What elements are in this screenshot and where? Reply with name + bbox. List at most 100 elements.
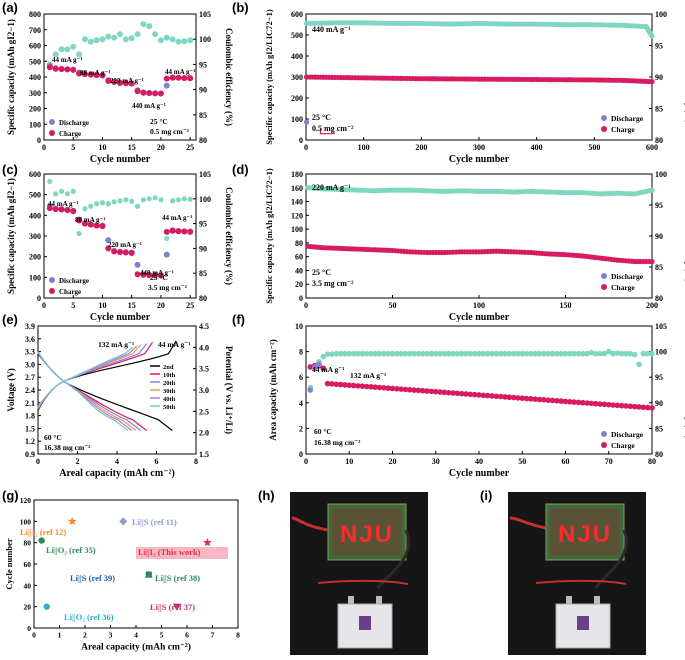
ce-point (398, 350, 404, 357)
charge-point (571, 399, 577, 405)
curve-discharge-30th (37, 352, 137, 432)
annotation-loading: 16.38 mg cm⁻² (44, 443, 91, 452)
legend-discharge: Discharge (59, 119, 89, 127)
charge-point (484, 392, 491, 399)
ce-point (169, 36, 176, 43)
charge-point (562, 398, 569, 405)
y-tick-label: 400 (291, 52, 303, 61)
x-tick-label: 100 (358, 143, 370, 152)
annotation-rate-3: 220 mA g⁻¹ (108, 241, 142, 249)
charge-point (428, 388, 435, 395)
charge-point (580, 399, 586, 406)
charge-point (128, 249, 135, 256)
ce-point (111, 34, 118, 41)
y-tick-label: 120 (291, 211, 303, 220)
x-axis-title: Cycle number (449, 468, 510, 479)
y2-tick-label: 80 (655, 294, 663, 303)
ce-point (506, 350, 513, 357)
y-tick-label: 60 (295, 253, 303, 262)
annotation-rate-2: 88 mA g⁻¹ (75, 216, 105, 224)
x-tick-label: 10 (98, 143, 106, 152)
charge-point (105, 245, 112, 252)
x-tick-label: 4 (134, 631, 138, 640)
legend-marker-discharge (601, 115, 607, 121)
charge-point (493, 393, 500, 400)
charge-point (76, 217, 83, 224)
legend-charge: Charge (59, 130, 81, 138)
x-tick-label: 15 (128, 301, 136, 310)
discharge-point (316, 361, 322, 368)
ce-point (458, 350, 465, 357)
y-tick-label: 160 (291, 184, 303, 193)
charge-point (381, 385, 387, 391)
x-tick-label: 15 (128, 143, 136, 152)
ce-point (644, 350, 651, 357)
x-axis-title: Cycle number (90, 154, 151, 165)
x-tick-label: 20 (389, 457, 397, 466)
y-tick-label: 0 (37, 294, 41, 303)
ce-point (117, 31, 123, 38)
ce-point (111, 199, 117, 205)
charge-point (411, 387, 417, 393)
y-tick-label: 1.5 (25, 424, 35, 433)
charge-point (58, 206, 65, 213)
y-axis-title: Area capacity (mAh cm⁻²) (268, 339, 278, 441)
ce-point (623, 350, 629, 357)
charge-point (592, 400, 599, 407)
y2-tick-label: 85 (199, 269, 207, 278)
y2-tick-label: 95 (655, 42, 663, 51)
charge-point (407, 386, 413, 393)
charge-point (497, 393, 504, 400)
ce-point (558, 350, 564, 357)
y-tick-label: 100 (20, 517, 32, 526)
y2-tick-label: 80 (655, 136, 663, 145)
y-axis-title: Specific capacity (mAh gI2−1) (6, 19, 16, 135)
label-li-o-ref-36-: Li||O₂ (ref 36) (64, 612, 114, 622)
ce-point (152, 195, 158, 201)
label-li-s-ref-39-: Li||S (ref 39) (70, 573, 115, 583)
y-tick-label: 500 (291, 31, 303, 40)
ce-point (411, 350, 417, 357)
x-tick-label: 50 (518, 457, 526, 466)
charge-point (588, 400, 595, 407)
ce-point (187, 37, 194, 44)
charge-point (627, 403, 634, 410)
y-axis-title: Cycle number (4, 538, 14, 589)
label-li-o-ref-35-: Li||O₂ (ref 35) (46, 545, 96, 555)
charge-point (402, 386, 409, 393)
ce-point (437, 350, 443, 357)
y-axis-title: Specific capacity (mAh gI2/LIC72−1) (264, 168, 274, 304)
ce-point (320, 353, 327, 360)
ce-point (105, 33, 112, 40)
x-tick-label: 400 (531, 143, 543, 152)
y2-tick-label: 100 (655, 170, 667, 179)
charge-point (181, 75, 188, 82)
panel-i-tag: (i) (480, 488, 493, 503)
charge-point (76, 70, 83, 77)
ce-point (618, 350, 625, 357)
charge-point (545, 397, 551, 403)
ce-point (476, 350, 482, 357)
y2-tick-label: 100 (199, 35, 211, 44)
highlight-box (136, 547, 228, 559)
charge-point (146, 272, 153, 279)
annotation-rate: 440 mA g⁻¹ (312, 25, 351, 34)
panel-h-tag: (h) (258, 488, 275, 503)
ce-point (385, 350, 391, 357)
discharge-point (311, 364, 318, 370)
ce-point (81, 36, 88, 43)
y-tick-label: 100 (29, 273, 41, 282)
charge-point (81, 220, 88, 227)
ce-point (454, 350, 461, 357)
ce-point (614, 350, 621, 356)
ce-point (128, 35, 135, 42)
legend-charge: Charge (59, 288, 81, 296)
charge-point (597, 401, 603, 407)
ce-point (76, 51, 83, 58)
annotation-rate-3: 220 mA g⁻¹ (110, 77, 144, 85)
charge-point (644, 404, 651, 411)
annotation-temp: 25 °C (312, 113, 331, 122)
led-photo-i: NJU (508, 492, 646, 655)
annotation-rate-2: 44 mA g⁻¹ (158, 340, 190, 349)
y2-tick-label: 4.0 (199, 343, 209, 352)
